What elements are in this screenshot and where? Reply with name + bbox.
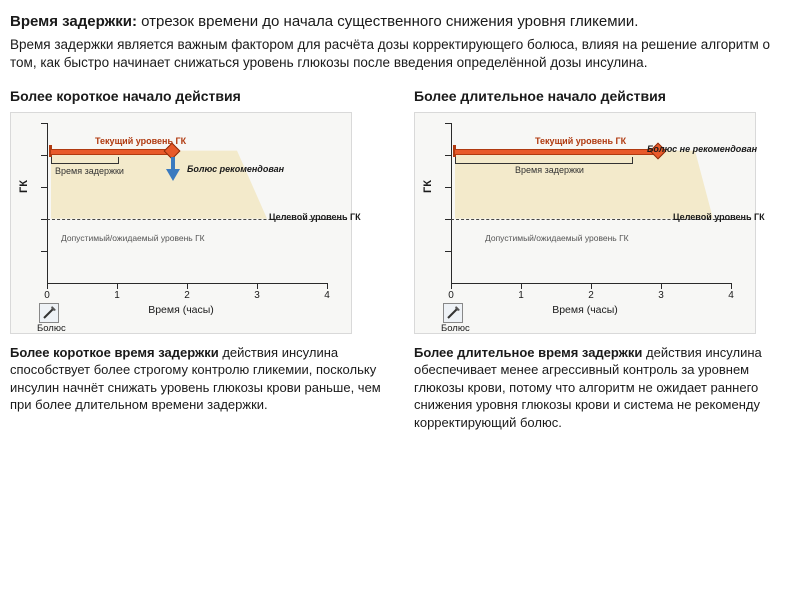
left-bolus-rec-label: Болюс рекомендован — [187, 163, 284, 175]
left-bolus-pen-icon — [39, 303, 59, 323]
left-arrow-down-icon — [166, 169, 180, 181]
left-y-label: ГК — [17, 180, 32, 193]
right-bolus-pen-icon — [443, 303, 463, 323]
intro-paragraph: Время задержки является важным фактором … — [10, 36, 790, 72]
left-arrow-stem — [171, 157, 175, 169]
right-bolus-rec-label: Болюс не рекомендован — [647, 143, 757, 155]
left-delay-label: Время задержки — [55, 167, 124, 176]
right-delay-bracket — [455, 157, 633, 164]
left-bolus-icon-label: Болюс — [37, 323, 66, 336]
left-description: Более короткое время задержки действия и… — [10, 344, 386, 414]
right-target-label: Целевой уровень ГК — [673, 211, 765, 223]
left-target-label: Целевой уровень ГК — [269, 211, 361, 223]
heading: Время задержки: отрезок времени до начал… — [10, 12, 790, 32]
left-chart: Допустимый/ожидаемый уровень ГК ГК 0 1 2… — [10, 112, 352, 334]
right-current-label: Текущий уровень ГК — [535, 135, 626, 147]
left-current-label: Текущий уровень ГК — [95, 135, 186, 147]
right-description: Более длительное время задержки действия… — [414, 344, 790, 432]
left-shaded-label: Допустимый/ожидаемый уровень ГК — [61, 233, 205, 244]
left-current-bar — [51, 149, 171, 155]
right-bolus-icon-label: Болюс — [441, 323, 470, 336]
right-y-axis — [451, 123, 452, 283]
right-chart-title: Более длительное начало действия — [414, 87, 790, 106]
left-shaded-region — [47, 123, 327, 283]
right-current-bar — [455, 149, 657, 155]
left-desc-bold: Более короткое время задержки — [10, 345, 219, 360]
right-y-label: ГК — [421, 180, 436, 193]
right-chart: Допустимый/ожидаемый уровень ГК ГК 0 1 2… — [414, 112, 756, 334]
right-shaded-label: Допустимый/ожидаемый уровень ГК — [485, 233, 629, 244]
left-y-axis — [47, 123, 48, 283]
columns: Более короткое начало действия Допустимы… — [10, 87, 790, 432]
right-delay-label: Время задержки — [515, 166, 584, 175]
column-right: Более длительное начало действия Допусти… — [414, 87, 790, 432]
left-x-label: Время (часы) — [11, 303, 351, 317]
right-x-label: Время (часы) — [415, 303, 755, 317]
column-left: Более короткое начало действия Допустимы… — [10, 87, 386, 432]
heading-definition: отрезок времени до начала существенного … — [137, 13, 639, 30]
left-chart-title: Более короткое начало действия — [10, 87, 386, 106]
heading-term: Время задержки: — [10, 13, 137, 30]
right-desc-bold: Более длительное время задержки — [414, 345, 642, 360]
left-delay-bracket — [51, 157, 119, 164]
